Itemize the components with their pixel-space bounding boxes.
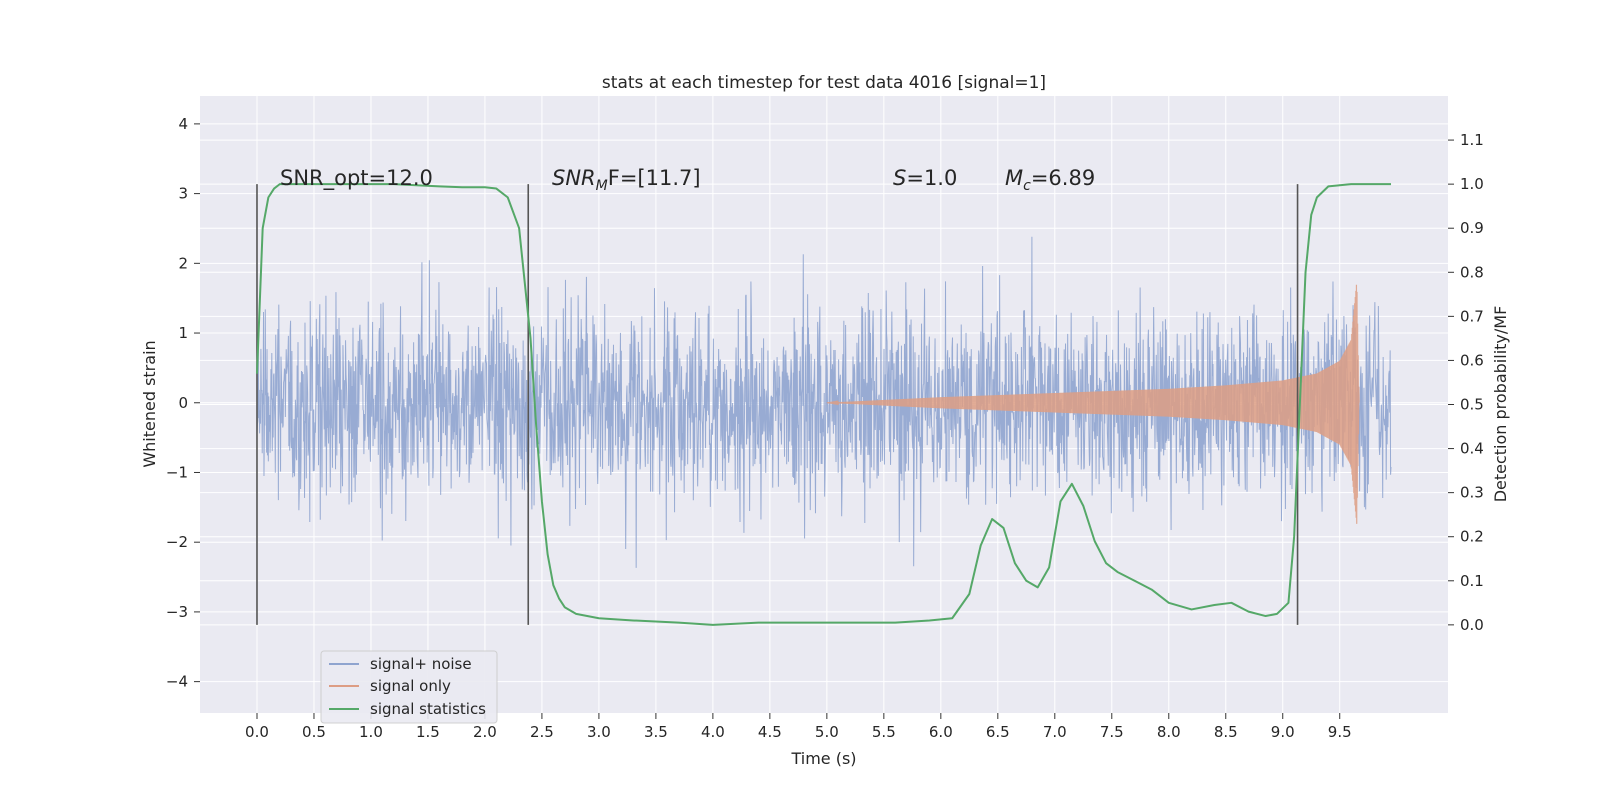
y-axis-right-label: Detection probability/MF (1491, 306, 1510, 503)
y-right-tick-label: 1.1 (1460, 131, 1484, 149)
y-right-tick-label: 0.2 (1460, 528, 1484, 546)
y-right-tick-label: 0.9 (1460, 219, 1484, 237)
x-tick-label: 3.5 (644, 723, 668, 741)
x-tick-label: 2.5 (530, 723, 554, 741)
y-left-tick-label: −1 (166, 463, 188, 481)
statistics-series (255, 183, 1392, 626)
x-tick-label: 6.0 (929, 723, 953, 741)
x-tick-label: 6.5 (986, 723, 1010, 741)
x-tick-label: 7.0 (1043, 723, 1067, 741)
y-left-tick-label: 2 (178, 254, 188, 272)
x-tick-label: 1.0 (359, 723, 383, 741)
x-tick-label: 1.5 (416, 723, 440, 741)
y-left-tick-label: 4 (178, 115, 188, 133)
noise-series (256, 236, 1392, 568)
annotation-s: S=1.0 (893, 166, 957, 190)
legend-box (320, 650, 498, 724)
y-right-tick-label: 1.0 (1460, 175, 1484, 193)
x-tick-label: 0.0 (245, 723, 269, 741)
x-tick-label: 3.0 (587, 723, 611, 741)
x-tick-label: 4.0 (701, 723, 725, 741)
chart-title: stats at each timestep for test data 401… (602, 73, 1046, 93)
x-tick-label: 0.5 (302, 723, 326, 741)
y-left-tick-label: 0 (178, 394, 188, 412)
annotation-snr-mf: SNRMF=[11.7] (552, 166, 701, 194)
y-right-tick-label: 0.6 (1460, 351, 1484, 369)
x-tick-label: 8.0 (1157, 723, 1181, 741)
x-tick-label: 2.0 (473, 723, 497, 741)
y-left-tick-label: 1 (178, 324, 188, 342)
x-tick-label: 9.5 (1328, 723, 1352, 741)
legend-label-signal: signal only (370, 677, 451, 695)
statistics-line (255, 183, 1392, 626)
annotation-snr-opt: SNR_opt=12.0 (280, 166, 433, 191)
x-tick-label: 4.5 (758, 723, 782, 741)
annotation-mc: Mc=6.89 (1005, 166, 1095, 194)
y-axis-right-ticks: 1.1 1.0 0.9 0.8 0.7 0.6 0.5 0.4 0.3 0.2 0.1 0.0 (1448, 131, 1484, 634)
signal-chirp-line (826, 284, 1360, 524)
noise-line (256, 236, 1392, 568)
y-right-tick-label: 0.4 (1460, 440, 1484, 458)
x-axis-label: Time (s) (790, 749, 856, 768)
x-tick-label: 8.5 (1214, 723, 1238, 741)
y-right-tick-label: 0.1 (1460, 572, 1484, 590)
y-right-tick-label: 0.7 (1460, 307, 1484, 325)
x-tick-label: 5.0 (815, 723, 839, 741)
y-right-tick-label: 0.0 (1460, 616, 1484, 634)
signal-series (826, 284, 1360, 524)
y-right-tick-label: 0.5 (1460, 396, 1484, 414)
event-vertical-lines (256, 184, 1299, 625)
x-tick-label: 5.5 (872, 723, 896, 741)
y-left-tick-label: −3 (166, 603, 188, 621)
legend-label-stats: signal statistics (370, 700, 486, 718)
x-tick-label: 7.5 (1100, 723, 1124, 741)
y-right-tick-label: 0.3 (1460, 484, 1484, 502)
legend-label-noise: signal+ noise (370, 655, 472, 673)
y-right-tick-label: 0.8 (1460, 263, 1484, 281)
x-tick-label: 9.0 (1271, 723, 1295, 741)
y-axis-left-label: Whitened strain (140, 340, 159, 467)
y-left-tick-label: −2 (166, 533, 188, 551)
y-axis-left-ticks: 4 3 2 1 0 −1 −2 −3 −4 (166, 115, 200, 691)
x-axis-ticks: 0.0 0.5 1.0 1.5 2.0 2.5 3.0 3.5 4.0 4.5 5.0 5.5 6.0 6… (245, 713, 1352, 741)
legend: signal+ noise signal only signal statist… (320, 650, 498, 724)
y-left-tick-label: 3 (178, 185, 188, 203)
y-left-tick-label: −4 (166, 673, 188, 691)
